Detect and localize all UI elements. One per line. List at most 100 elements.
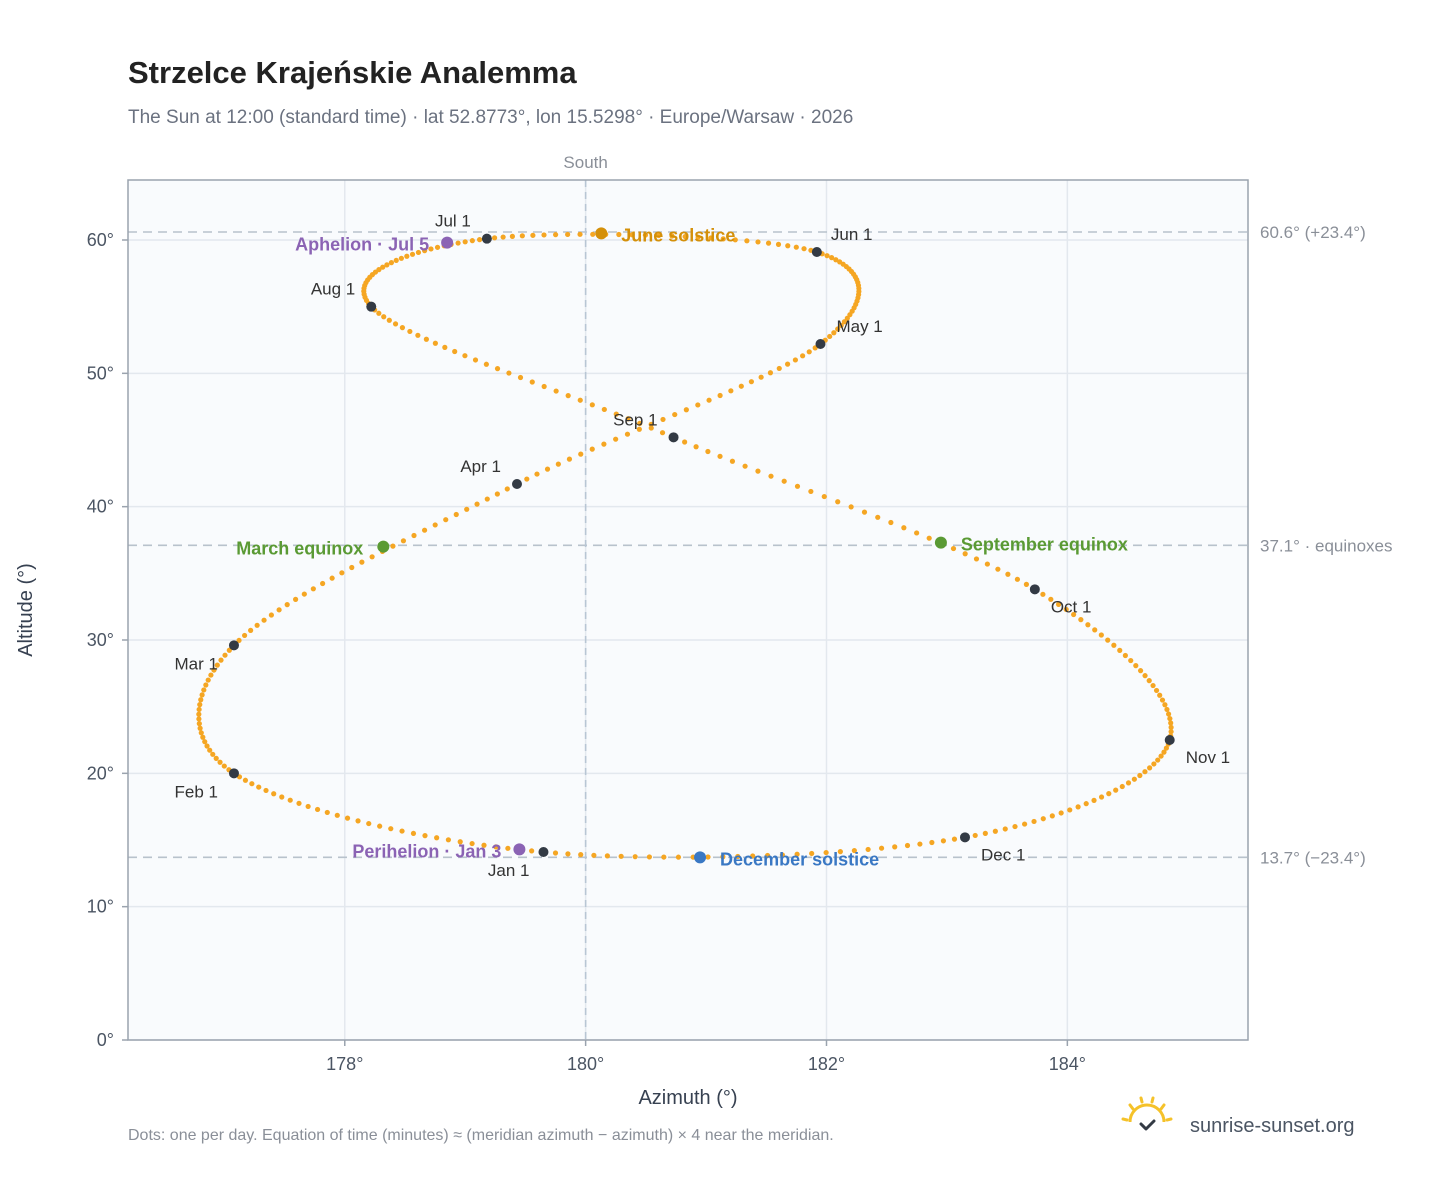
daily-dot xyxy=(661,854,667,860)
daily-dot xyxy=(529,379,535,385)
daily-dot xyxy=(381,314,387,320)
daily-dot xyxy=(541,232,547,238)
daily-dot xyxy=(1031,818,1037,825)
daily-dot xyxy=(717,392,723,399)
plot-frame xyxy=(127,179,1249,1041)
daily-dot xyxy=(962,551,968,557)
daily-dot xyxy=(276,607,282,613)
daily-dot xyxy=(833,257,839,263)
daily-dot xyxy=(261,617,267,623)
daily-dot xyxy=(1091,797,1097,803)
daily-dot xyxy=(793,244,799,250)
footer-note: Dots: one per day. Equation of time (min… xyxy=(128,1127,834,1144)
month-marker xyxy=(1029,584,1040,595)
daily-dot xyxy=(591,852,597,858)
daily-dot xyxy=(445,837,451,843)
daily-dot xyxy=(384,262,390,268)
month-marker xyxy=(668,432,679,443)
daily-dot xyxy=(604,853,610,859)
daily-dot xyxy=(982,830,988,837)
daily-dot xyxy=(764,852,771,859)
daily-dot xyxy=(553,388,559,394)
y-tick-label: 30° xyxy=(87,630,114,650)
daily-dot xyxy=(618,853,624,859)
event-label: Aphelion · Jul 5 xyxy=(295,235,429,255)
daily-dot xyxy=(1071,611,1077,618)
daily-dot xyxy=(1157,692,1163,698)
daily-dot xyxy=(917,841,923,847)
daily-dot xyxy=(428,246,434,252)
daily-dot xyxy=(1147,765,1153,771)
daily-dot xyxy=(781,478,787,484)
event-markers: June solstice Aphelion · Jul 5 March equin… xyxy=(236,225,1128,869)
daily-dot xyxy=(682,439,688,445)
event-marker xyxy=(694,851,707,864)
daily-dot xyxy=(263,787,269,794)
daily-dot xyxy=(914,530,920,536)
reference-lines: 60.6° (+23.4°) 37.1° · equinoxes 13.7° (−2… xyxy=(128,223,1393,867)
daily-dot xyxy=(211,667,217,673)
daily-dot xyxy=(1048,596,1054,602)
daily-dot xyxy=(926,535,932,541)
daily-dot xyxy=(738,383,744,389)
daily-dot xyxy=(202,739,208,745)
daily-dot xyxy=(720,854,726,860)
daily-dot xyxy=(392,321,399,327)
daily-dot xyxy=(755,239,761,245)
daily-dot xyxy=(1092,627,1098,633)
daily-dot xyxy=(1098,632,1104,638)
daily-dot xyxy=(878,845,885,851)
daily-dot xyxy=(256,784,262,790)
daily-dot xyxy=(432,522,438,528)
daily-dot xyxy=(767,370,774,376)
daily-dot xyxy=(519,233,525,239)
daily-dot xyxy=(555,461,561,467)
month-marker xyxy=(959,832,970,843)
daily-dot xyxy=(404,253,410,259)
x-tick-label: 178° xyxy=(326,1054,363,1074)
daily-dot xyxy=(758,374,764,380)
daily-dot xyxy=(827,333,833,340)
daily-dot xyxy=(809,850,815,857)
daily-dot xyxy=(492,235,498,241)
x-tick-label: 184° xyxy=(1049,1054,1086,1074)
daily-dot xyxy=(505,845,511,851)
daily-dot xyxy=(205,677,211,683)
month-marker xyxy=(481,233,492,244)
daily-dot xyxy=(892,844,898,850)
daily-dot xyxy=(541,383,547,390)
daily-dot xyxy=(301,591,307,597)
daily-dot xyxy=(432,340,438,346)
daily-dot xyxy=(750,853,756,859)
daily-dot xyxy=(1137,668,1144,674)
grid xyxy=(128,180,1248,1041)
daily-dot xyxy=(472,357,479,363)
daily-dot xyxy=(838,322,844,328)
daily-dot xyxy=(481,842,487,848)
daily-dot xyxy=(483,361,489,367)
month-marker-label: Apr 1 xyxy=(460,457,501,476)
event-marker xyxy=(441,236,454,249)
daily-dot xyxy=(380,264,386,270)
month-marker-label: Mar 1 xyxy=(175,654,218,673)
daily-dot xyxy=(835,499,841,505)
daily-dot xyxy=(837,849,843,855)
daily-dot xyxy=(1014,576,1021,582)
daily-dot xyxy=(794,851,800,857)
daily-dot xyxy=(469,840,475,847)
daily-dot xyxy=(506,370,512,376)
daily-dot xyxy=(1122,652,1128,659)
y-tick-label: 20° xyxy=(87,763,114,783)
daily-dot xyxy=(768,473,774,479)
daily-dot xyxy=(729,458,736,464)
daily-dot xyxy=(984,561,990,567)
daily-dot xyxy=(785,243,791,249)
daily-dot xyxy=(1098,794,1105,800)
daily-dot xyxy=(339,570,345,576)
daily-dot xyxy=(355,818,361,824)
daily-dot xyxy=(517,374,524,381)
daily-dot xyxy=(1161,749,1167,755)
y-tick-label: 0° xyxy=(97,1030,114,1050)
daily-dot xyxy=(717,453,723,459)
